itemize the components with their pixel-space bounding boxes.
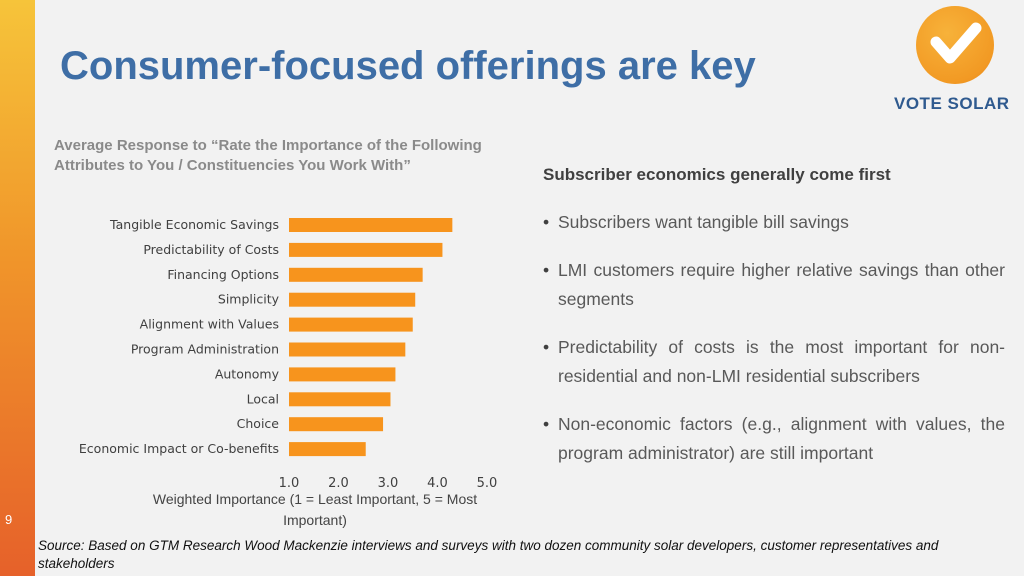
bar (289, 267, 423, 282)
x-tick-label: 1.0 (279, 476, 300, 491)
page-number: 9 (5, 512, 13, 527)
bar (289, 292, 416, 307)
sidebar-accent (0, 0, 35, 576)
bar-chart: Tangible Economic Savings Predictability … (79, 217, 498, 491)
bar (289, 392, 391, 407)
x-tick-label: 3.0 (378, 476, 399, 491)
chart-title: Average Response to “Rate the Importance… (54, 137, 482, 174)
x-tick-label: 2.0 (328, 476, 349, 491)
category-label: Simplicity (218, 292, 280, 307)
x-axis-label: Weighted Importance (1 = Least Important… (152, 491, 478, 528)
bar (289, 367, 396, 382)
bar (289, 442, 366, 457)
category-label: Economic Impact or Co-benefits (79, 441, 279, 456)
category-label: Autonomy (215, 366, 280, 381)
category-label: Choice (237, 416, 280, 431)
page-title: Consumer-focused offerings are key (60, 44, 756, 88)
bullet-item: Predictability of costs is the most impo… (543, 333, 1005, 391)
bullet-item: Subscribers want tangible bill savings (543, 208, 1005, 237)
category-label: Financing Options (167, 267, 279, 282)
category-label: Predictability of Costs (143, 242, 279, 257)
category-label: Tangible Economic Savings (109, 217, 279, 232)
vote-solar-logo: VOTE SOLAR (880, 4, 1020, 116)
bar (289, 342, 406, 357)
logo-text: VOTE SOLAR (894, 94, 1010, 113)
x-tick-label: 5.0 (477, 476, 498, 491)
check-icon (930, 22, 982, 64)
category-label: Program Administration (131, 342, 279, 357)
bar (289, 218, 453, 232)
x-tick-label: 4.0 (427, 476, 448, 491)
bar (289, 417, 384, 432)
bullet-list: Subscribers want tangible bill savings L… (543, 208, 1005, 487)
bar (289, 242, 443, 257)
category-label: Local (247, 391, 279, 406)
bar (289, 317, 413, 332)
bullet-item: Non-economic factors (e.g., alignment wi… (543, 410, 1005, 468)
category-label: Alignment with Values (140, 317, 279, 332)
source-note: Source: Based on GTM Research Wood Macke… (38, 538, 939, 571)
bullet-item: LMI customers require higher relative sa… (543, 256, 1005, 314)
panel-subhead: Subscriber economics generally come firs… (543, 165, 891, 184)
